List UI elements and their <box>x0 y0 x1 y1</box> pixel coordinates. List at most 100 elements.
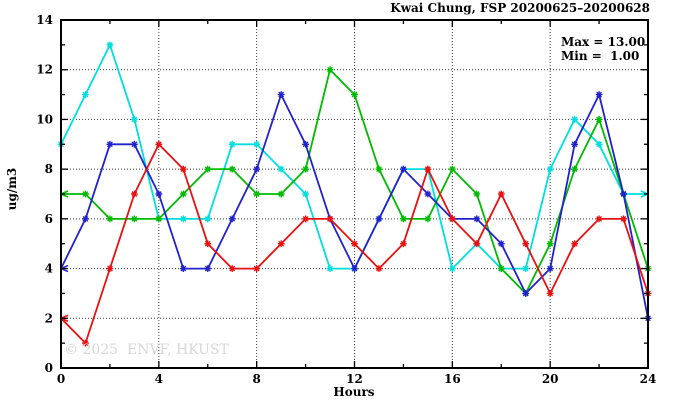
series-cyan-marker <box>448 265 456 272</box>
marker-stroke <box>204 215 211 222</box>
marker-stroke <box>449 265 456 272</box>
series-cyan-marker <box>571 116 579 123</box>
series-blue-marker <box>424 190 432 198</box>
watermark: © 2025 ENVF, HKUST <box>64 342 229 358</box>
marker-stroke <box>424 215 431 222</box>
marker-stroke <box>82 340 89 347</box>
series-cyan-marker <box>204 215 212 223</box>
x-tick-label: 20 <box>542 372 559 386</box>
marker-stroke <box>180 191 187 197</box>
series-blue-marker <box>82 215 89 223</box>
marker-stroke <box>107 215 113 222</box>
series-cyan-marker <box>130 116 138 123</box>
series-red-marker <box>228 265 236 272</box>
marker-stroke <box>400 166 407 173</box>
series-blue-marker <box>179 265 187 272</box>
series-green-marker <box>204 165 212 173</box>
series-blue-marker <box>571 140 579 148</box>
y-tick-label: 0 <box>45 361 53 375</box>
marker-stroke <box>596 215 602 222</box>
y-tick-label: 2 <box>45 311 53 325</box>
series-green-marker <box>253 190 261 198</box>
maxmin-annotation: Max = 13.00 Min = 1.00 <box>561 35 645 63</box>
marker-stroke <box>229 166 236 173</box>
series-blue-marker <box>130 140 138 148</box>
marker-stroke <box>620 215 627 222</box>
y-tick-label: 8 <box>45 162 53 176</box>
series-blue-marker <box>277 91 285 98</box>
series-green-marker <box>155 215 163 223</box>
x-tick-label: 8 <box>252 372 260 386</box>
series-green-marker <box>277 190 285 198</box>
marker-stroke <box>473 215 480 222</box>
marker-stroke <box>302 215 309 222</box>
series-red-marker <box>522 240 530 248</box>
x-tick-label: 4 <box>155 372 163 386</box>
marker-stroke <box>547 240 554 247</box>
series-green-marker <box>400 215 407 223</box>
marker-stroke <box>596 116 602 123</box>
series-red-marker <box>400 240 407 248</box>
marker-stroke <box>204 166 211 173</box>
series-cyan-marker <box>277 165 285 173</box>
marker-stroke <box>571 116 578 123</box>
series-green-marker <box>228 165 236 173</box>
marker-stroke <box>253 141 260 148</box>
series-cyan-marker <box>253 140 261 148</box>
series-blue-marker <box>473 215 481 223</box>
series-red-marker <box>497 190 505 198</box>
x-tick-label: 24 <box>640 372 657 386</box>
series-cyan-marker <box>82 91 89 98</box>
marker-stroke <box>449 215 456 222</box>
marker-stroke <box>155 215 162 222</box>
x-tick-label: 0 <box>57 372 65 386</box>
series-blue-marker <box>400 165 407 173</box>
marker-stroke <box>449 166 456 173</box>
marker-stroke <box>204 240 211 247</box>
series-red-marker <box>448 215 456 223</box>
marker-stroke <box>327 66 333 73</box>
series-cyan-marker <box>302 190 309 198</box>
series-green-marker <box>473 190 481 198</box>
marker-stroke <box>376 166 382 173</box>
marker-stroke <box>278 240 285 247</box>
series-blue-marker <box>228 215 236 223</box>
marker-stroke <box>596 91 602 98</box>
marker-stroke <box>400 240 407 247</box>
series-red-marker <box>82 339 89 347</box>
marker-stroke <box>82 91 89 98</box>
marker-stroke <box>131 141 138 148</box>
series-green-marker <box>302 165 309 173</box>
marker-stroke <box>155 191 162 197</box>
marker-stroke <box>82 215 89 222</box>
series-red-marker <box>375 265 383 272</box>
marker-stroke <box>376 215 382 222</box>
marker-stroke <box>204 265 211 272</box>
series-blue-marker <box>302 140 309 148</box>
series-red-marker <box>204 240 212 248</box>
series-cyan-marker <box>546 165 554 173</box>
series-red-marker <box>620 215 627 223</box>
max-label: Max = 13.00 <box>561 35 646 49</box>
series-red-marker <box>302 215 309 223</box>
marker-stroke <box>107 141 113 148</box>
marker-stroke <box>131 215 138 222</box>
series-red-marker <box>106 265 114 272</box>
y-tick-label: 4 <box>45 262 53 276</box>
series-green-marker <box>326 66 334 74</box>
series-blue-marker <box>620 190 627 198</box>
series-red-marker <box>351 240 358 248</box>
marker-stroke <box>351 91 358 98</box>
marker-stroke <box>180 215 187 222</box>
y-tick-label: 14 <box>36 13 53 27</box>
marker-stroke <box>547 265 554 272</box>
marker-stroke <box>253 166 260 173</box>
marker-stroke <box>424 191 431 197</box>
marker-stroke <box>522 265 529 272</box>
marker-stroke <box>253 265 260 272</box>
marker-stroke <box>131 191 138 197</box>
y-tick-label: 12 <box>36 63 53 77</box>
series-blue-marker <box>595 91 603 98</box>
min-label: Min = 1.00 <box>561 49 640 63</box>
